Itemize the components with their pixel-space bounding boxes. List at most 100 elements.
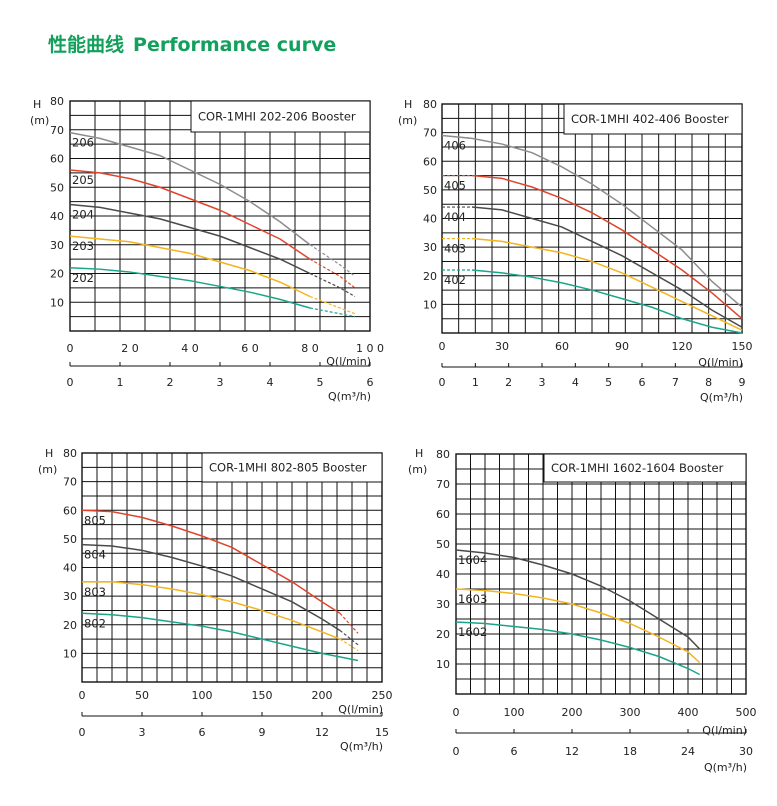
series-label: 203	[72, 239, 94, 253]
x-tick-label: 150	[732, 340, 753, 353]
x2-tick-label: 9	[739, 376, 746, 389]
x-axis-label: Q(l/min)	[702, 724, 747, 737]
y-tick-label: 60	[423, 155, 437, 168]
series-label: 1602	[458, 625, 487, 639]
curve-dashed-805	[339, 612, 359, 634]
x2-tick-label: 6	[199, 726, 206, 739]
y-tick-label: 40	[63, 562, 77, 575]
series-label: 403	[444, 242, 466, 256]
chart-title: COR-1MHI 202-206 Booster	[198, 110, 356, 124]
chart-title-box	[563, 103, 743, 135]
x2-axis-label: Q(m³/h)	[700, 391, 743, 404]
curve-dashed-803	[339, 638, 359, 652]
x2-tick-label: 0	[67, 376, 74, 389]
chart-3: COR-1MHI 802-805 BoosterH(m)102030405060…	[38, 447, 393, 753]
x-tick-label: 400	[678, 706, 699, 719]
series-label: 204	[72, 208, 94, 222]
y-tick-label: 40	[436, 568, 450, 581]
curve-203	[69, 235, 311, 298]
x2-tick-label: 1	[117, 376, 124, 389]
chart-title: COR-1MHI 802-805 Booster	[209, 461, 367, 475]
y-tick-label: 20	[50, 268, 64, 281]
y-tick-label: 40	[50, 210, 64, 223]
curve-dashed-206	[309, 244, 356, 277]
x-tick-label: 500	[736, 706, 757, 719]
curve-804	[81, 543, 341, 632]
y-tick-label: 80	[63, 447, 77, 460]
chart-title-box	[201, 452, 383, 483]
y-tick-label: 50	[436, 538, 450, 551]
x-axis-label: Q(l/min)	[326, 355, 371, 368]
series-label: 804	[84, 548, 106, 562]
y-tick-label: 50	[423, 184, 437, 197]
series-label: 1603	[458, 592, 487, 606]
y-tick-label: 80	[50, 95, 64, 108]
x2-axis-label: Q(m³/h)	[704, 761, 747, 774]
curve-1604	[455, 549, 701, 650]
x2-tick-label: 12	[565, 745, 579, 758]
series-label: 405	[444, 179, 466, 193]
curve-1602	[455, 621, 700, 676]
curve-204	[69, 203, 311, 275]
y-tick-label: 10	[436, 658, 450, 671]
x2-axis-label: Q(m³/h)	[340, 740, 383, 753]
x2-tick-label: 0	[453, 745, 460, 758]
x2-axis-label: Q(m³/h)	[328, 390, 371, 403]
curve-202	[69, 267, 311, 309]
x2-tick-label: 3	[139, 726, 146, 739]
y-tick-label: 60	[50, 153, 64, 166]
series-label: 805	[84, 513, 106, 527]
x-axis-label: Q(l/min)	[698, 356, 743, 369]
y-tick-label: 30	[436, 598, 450, 611]
x-tick-label: 120	[672, 340, 693, 353]
curve-402	[471, 269, 743, 334]
x-tick-label: 0	[79, 689, 86, 702]
page-title-cn: 性能曲线	[48, 34, 125, 56]
y-tick-label: 10	[63, 647, 77, 660]
x2-tick-label: 0	[79, 726, 86, 739]
y-tick-label: 50	[63, 533, 77, 546]
y-tick-label: 70	[63, 476, 77, 489]
y-axis-label: H	[404, 98, 412, 111]
page-title-en: Performance curve	[133, 34, 337, 56]
x-tick-label: 60	[555, 340, 569, 353]
y-tick-label: 20	[423, 270, 437, 283]
x-tick-label: 150	[252, 689, 273, 702]
curve-dashed-202	[309, 307, 356, 318]
series-label: 406	[444, 138, 466, 152]
y-tick-label: 30	[63, 590, 77, 603]
x2-tick-label: 6	[367, 376, 374, 389]
y-tick-label: 60	[63, 504, 77, 517]
x-tick-label: 30	[495, 340, 509, 353]
series-label: 1604	[458, 553, 487, 567]
curve-404	[471, 206, 743, 328]
curve-dashed-205	[309, 258, 356, 289]
x2-tick-label: 4	[267, 376, 274, 389]
x-tick-label: 300	[620, 706, 641, 719]
y-axis-unit: (m)	[398, 114, 417, 127]
x2-tick-label: 6	[639, 376, 646, 389]
y-tick-label: 40	[423, 213, 437, 226]
x2-tick-label: 1	[472, 376, 479, 389]
y-tick-label: 70	[423, 127, 437, 140]
series-label: 402	[444, 273, 466, 287]
curve-403	[471, 237, 743, 331]
x2-tick-label: 18	[623, 745, 637, 758]
x-tick-label: 200	[312, 689, 333, 702]
y-tick-label: 70	[436, 478, 450, 491]
series-label: 202	[72, 271, 94, 285]
x2-tick-label: 8	[705, 376, 712, 389]
x2-tick-label: 0	[439, 376, 446, 389]
x2-tick-label: 3	[217, 376, 224, 389]
y-axis-label: H	[415, 447, 423, 460]
x-tick-label: 0	[453, 706, 460, 719]
x-tick-label: 50	[135, 689, 149, 702]
x2-tick-label: 24	[681, 745, 695, 758]
x2-tick-label: 5	[317, 376, 324, 389]
x-axis-label: Q(l/min)	[338, 703, 383, 716]
y-tick-label: 10	[423, 298, 437, 311]
y-axis-unit: (m)	[38, 463, 57, 476]
curve-405	[471, 174, 743, 320]
y-tick-label: 30	[50, 239, 64, 252]
